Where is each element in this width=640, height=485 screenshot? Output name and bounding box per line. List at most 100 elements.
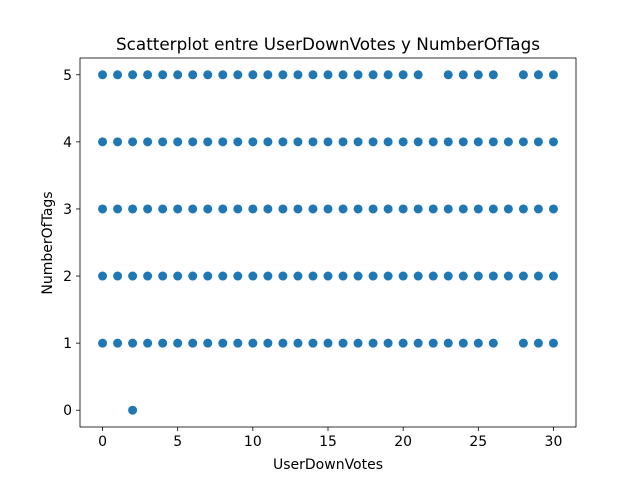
data-point	[98, 70, 108, 80]
data-point	[458, 338, 468, 348]
data-point	[188, 70, 198, 80]
data-point	[278, 137, 288, 147]
data-point	[173, 271, 183, 281]
data-point	[293, 137, 303, 147]
data-point	[338, 70, 348, 80]
data-point	[248, 137, 258, 147]
data-point	[518, 338, 528, 348]
data-point	[113, 137, 123, 147]
data-point	[173, 338, 183, 348]
data-point	[218, 271, 228, 281]
data-point	[233, 137, 243, 147]
data-point	[308, 338, 318, 348]
data-point	[398, 137, 408, 147]
data-point	[383, 271, 393, 281]
data-point	[113, 271, 123, 281]
data-point	[368, 70, 378, 80]
data-point	[533, 338, 543, 348]
data-point	[323, 137, 333, 147]
data-point	[338, 338, 348, 348]
data-point	[143, 271, 153, 281]
data-point	[488, 70, 498, 80]
data-point	[323, 70, 333, 80]
data-point	[443, 271, 453, 281]
data-point	[548, 70, 558, 80]
data-point	[323, 338, 333, 348]
x-tick-label: 25	[469, 434, 487, 450]
data-point	[263, 70, 273, 80]
data-point	[548, 204, 558, 214]
data-point	[413, 137, 423, 147]
data-point	[278, 70, 288, 80]
data-point	[98, 271, 108, 281]
y-tick-label: 0	[63, 403, 72, 419]
data-point	[488, 204, 498, 214]
data-point	[158, 204, 168, 214]
data-point	[263, 137, 273, 147]
data-point	[473, 338, 483, 348]
y-axis-ticks: 0 1 2 3 4 5	[63, 68, 80, 419]
data-point	[128, 338, 138, 348]
data-point	[368, 271, 378, 281]
data-point	[458, 137, 468, 147]
data-point	[308, 137, 318, 147]
data-point	[218, 338, 228, 348]
data-point	[188, 338, 198, 348]
data-point	[128, 204, 138, 214]
data-point	[143, 204, 153, 214]
data-point	[398, 338, 408, 348]
data-point	[503, 271, 513, 281]
data-point	[218, 137, 228, 147]
data-point	[413, 70, 423, 80]
data-point	[473, 137, 483, 147]
data-point	[188, 137, 198, 147]
data-point	[233, 204, 243, 214]
data-point	[248, 204, 258, 214]
x-tick-label: 15	[319, 434, 337, 450]
data-point	[383, 204, 393, 214]
x-tick-label: 0	[98, 434, 107, 450]
y-tick-label: 1	[63, 336, 72, 352]
data-point	[128, 405, 138, 415]
data-point	[203, 70, 213, 80]
data-point	[233, 70, 243, 80]
data-point	[98, 338, 108, 348]
chart-title: Scatterplot entre UserDownVotes y Number…	[116, 34, 540, 54]
data-point	[203, 271, 213, 281]
data-point	[398, 70, 408, 80]
data-point	[383, 70, 393, 80]
data-point	[278, 338, 288, 348]
data-point	[293, 271, 303, 281]
y-tick-label: 5	[63, 68, 72, 84]
data-point	[488, 137, 498, 147]
x-axis-ticks: 0 5 10 15 20 25 30	[98, 427, 562, 450]
data-point	[533, 204, 543, 214]
data-point	[308, 271, 318, 281]
data-point	[458, 204, 468, 214]
data-point	[413, 204, 423, 214]
data-point	[323, 271, 333, 281]
data-point	[113, 338, 123, 348]
data-point	[428, 338, 438, 348]
x-tick-label: 20	[394, 434, 412, 450]
data-point	[203, 137, 213, 147]
data-point	[353, 338, 363, 348]
points-layer	[98, 70, 558, 415]
data-point	[203, 338, 213, 348]
data-point	[398, 271, 408, 281]
data-point	[248, 338, 258, 348]
data-point	[338, 271, 348, 281]
data-point	[533, 271, 543, 281]
data-point	[158, 271, 168, 281]
data-point	[218, 70, 228, 80]
y-tick-label: 3	[63, 202, 72, 218]
data-point	[473, 70, 483, 80]
data-point	[203, 204, 213, 214]
data-point	[353, 137, 363, 147]
y-tick-label: 2	[63, 269, 72, 285]
data-point	[353, 271, 363, 281]
data-point	[353, 204, 363, 214]
data-point	[443, 70, 453, 80]
data-point	[338, 204, 348, 214]
